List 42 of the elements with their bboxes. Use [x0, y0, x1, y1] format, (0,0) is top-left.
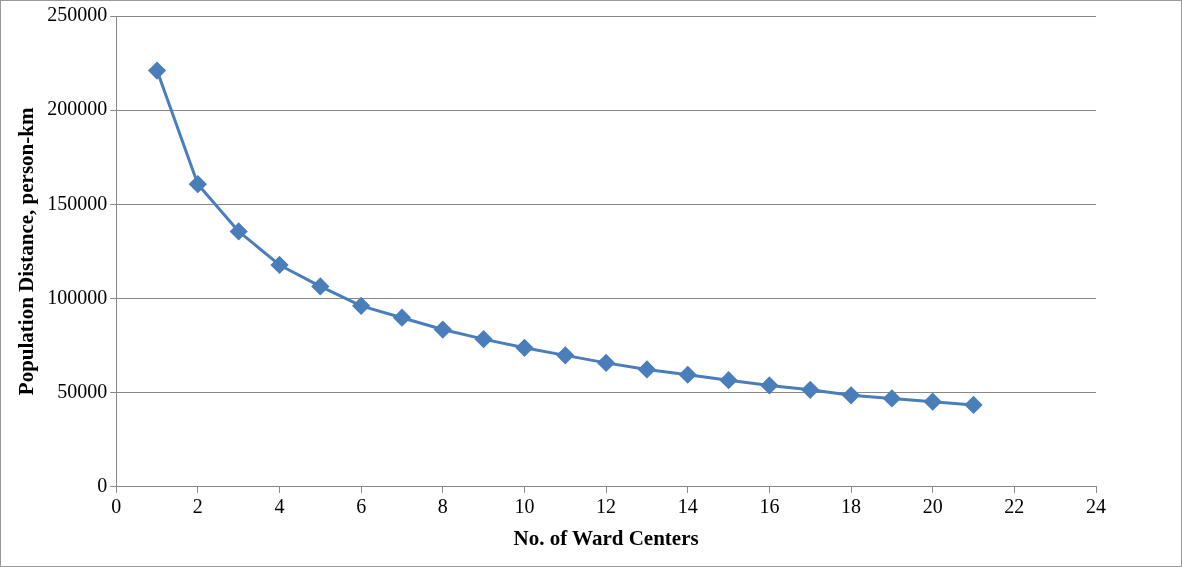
x-tick-label: 6: [356, 495, 367, 518]
point: [801, 381, 819, 399]
point: [597, 354, 615, 372]
point: [760, 376, 778, 394]
y-tick-label: 100000: [47, 285, 108, 308]
x-tick-label: 12: [596, 495, 617, 518]
point: [393, 309, 411, 327]
point: [679, 366, 697, 384]
point: [271, 256, 288, 274]
x-tick-label: 18: [841, 495, 862, 518]
point: [475, 330, 493, 348]
point: [311, 277, 329, 295]
y-tick-label: 50000: [57, 379, 108, 402]
x-axis-title: No. of Ward Centers: [513, 525, 699, 550]
point: [842, 386, 860, 404]
point: [556, 346, 574, 364]
point: [924, 393, 942, 411]
point: [230, 222, 248, 240]
x-tick-label: 20: [922, 495, 943, 518]
x-tick-label: 0: [111, 495, 122, 518]
point: [515, 339, 533, 357]
x-tick-label: 14: [677, 495, 698, 518]
y-axis-title: Population Distance, person-km: [14, 107, 39, 396]
x-tick-label: 2: [192, 495, 203, 518]
point: [352, 297, 370, 315]
y-tick-label: 150000: [47, 191, 108, 214]
x-tick-label: 8: [437, 495, 448, 518]
point: [434, 321, 452, 339]
point: [720, 371, 738, 389]
y-tick-label: 200000: [47, 97, 108, 120]
point: [148, 62, 166, 80]
x-tick-label: 10: [514, 495, 535, 518]
x-tick-label: 4: [274, 495, 285, 518]
y-tick-label: 250000: [47, 3, 108, 26]
point: [883, 389, 901, 407]
x-tick-label: 24: [1086, 495, 1106, 518]
point: [189, 175, 207, 193]
x-tick-label: 16: [759, 495, 780, 518]
point: [638, 360, 656, 378]
x-tick-label: 22: [1004, 495, 1025, 518]
y-tick-label: 0: [97, 474, 108, 497]
point: [965, 396, 983, 414]
